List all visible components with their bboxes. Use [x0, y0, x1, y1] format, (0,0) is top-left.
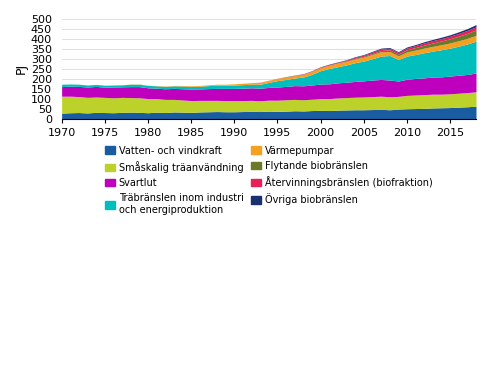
- Legend: Vatten- och vindkraft, Småskalig träanvändning, Svartlut, Träbränslen inom indus: Vatten- och vindkraft, Småskalig träanvä…: [105, 146, 433, 215]
- Y-axis label: PJ: PJ: [15, 63, 28, 74]
